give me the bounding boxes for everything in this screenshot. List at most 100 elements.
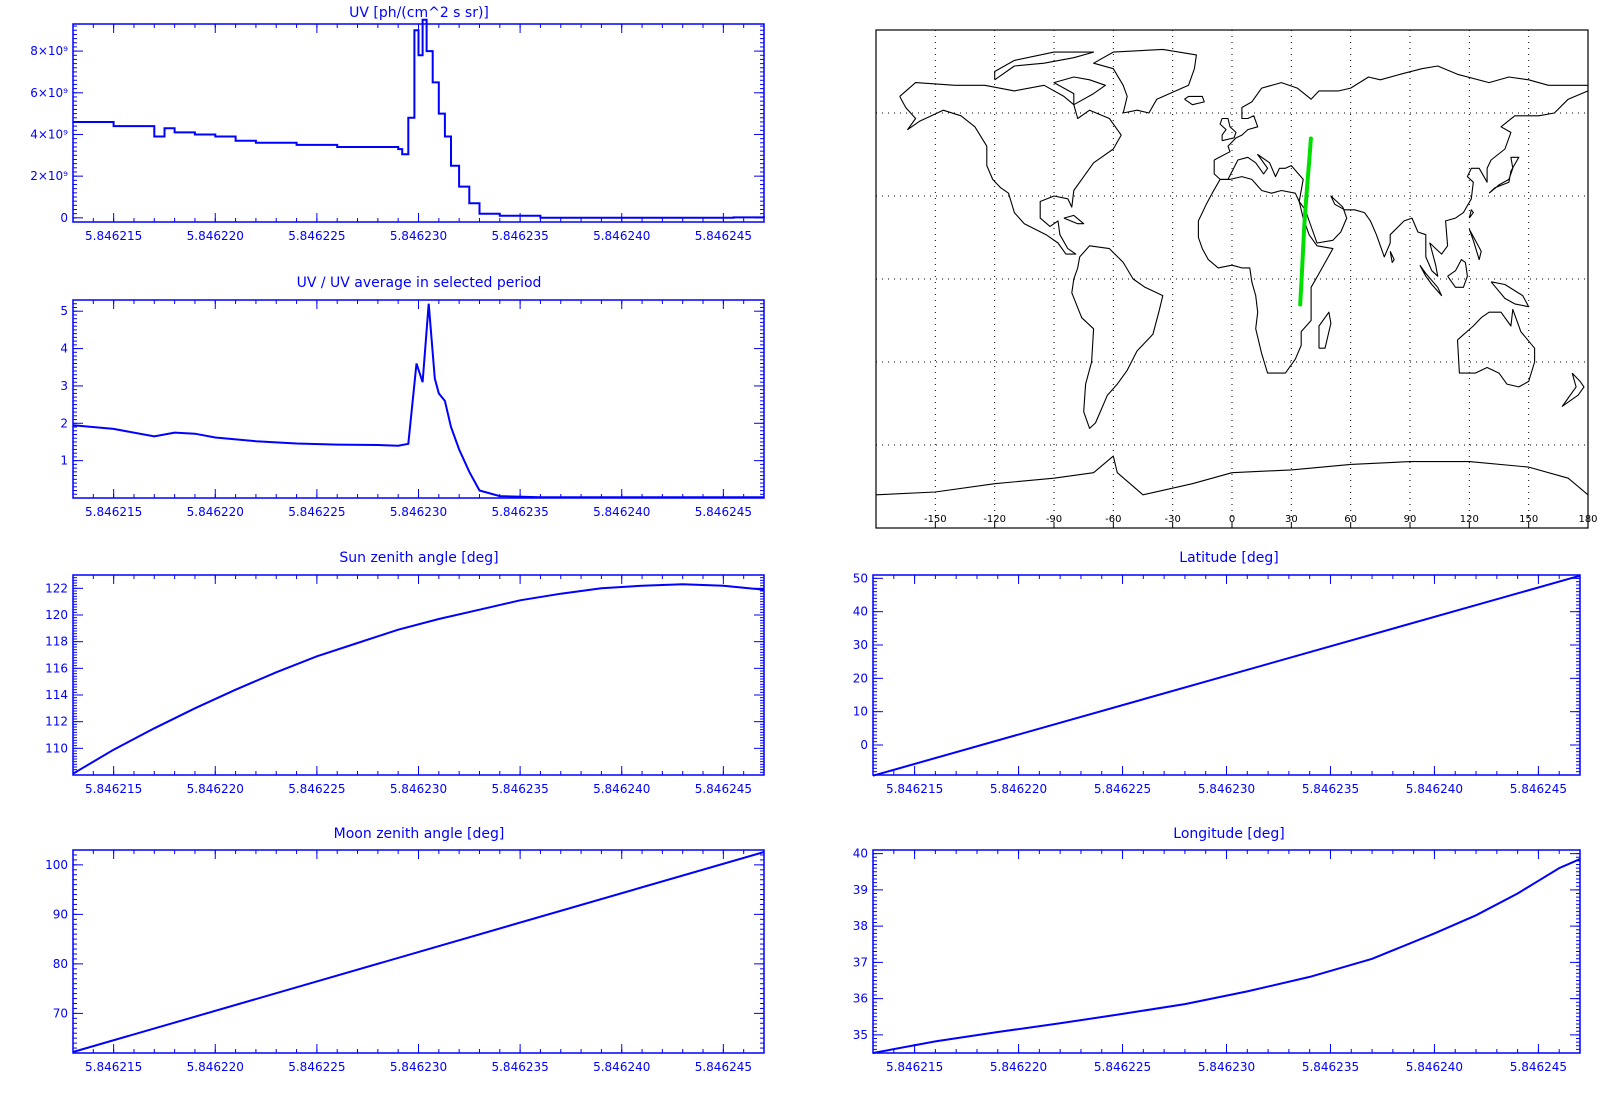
sun-zenith-series-line [72, 583, 765, 775]
longitude-x-tick-label: 5.846240 [1406, 1060, 1463, 1074]
uv-chart-title: UV [ph/(cm^2 s sr)] [349, 5, 489, 21]
moon-zenith-x-tick-label: 5.846240 [593, 1060, 650, 1074]
coastline-north-america [899, 82, 1122, 255]
longitude-x-tick-label: 5.846245 [1510, 1060, 1567, 1074]
uv-ratio-x-tick-label: 5.846235 [491, 505, 548, 519]
coastline-sumatra [1419, 264, 1443, 297]
moon-zenith-y-tick-label: 100 [45, 858, 68, 872]
uv-ratio-x-tick-label: 5.846225 [288, 505, 345, 519]
moon-zenith-x-tick-label: 5.846230 [390, 1060, 447, 1074]
moon-zenith-x-tick-label: 5.846235 [491, 1060, 548, 1074]
moon-zenith-chart-title: Moon zenith angle [deg] [334, 826, 505, 842]
map-lon-tick-label: -120 [983, 514, 1006, 525]
longitude-y-tick-label: 39 [853, 883, 868, 897]
latitude-x-tick-label: 5.846230 [1198, 782, 1255, 796]
uv-x-tick-label: 5.846245 [695, 229, 752, 243]
coastline-baffin [1053, 76, 1106, 106]
coastline-australia [1456, 308, 1536, 388]
moon-zenith-chart: Moon zenith angle [deg] 5.846215 5.846220… [45, 826, 765, 1074]
uv-plot-frame [72, 23, 765, 223]
moon-zenith-series-line [72, 851, 765, 1053]
map-lon-tick-label: -30 [1164, 514, 1180, 525]
moon-zenith-x-tick-label: 5.846215 [85, 1060, 142, 1074]
moon-zenith-plot-frame [72, 849, 765, 1054]
latitude-y-tick-label: 30 [853, 638, 868, 652]
coastline-south-america [1071, 245, 1164, 429]
uv-ratio-y-tick-label: 5 [60, 304, 68, 318]
uv-y-tick-label: 4×10⁹ [30, 127, 68, 141]
coastline-eurasia [1213, 65, 1588, 277]
uv-x-tick-label: 5.846220 [187, 229, 244, 243]
moon-zenith-y-tick-label: 80 [53, 957, 68, 971]
sun-zenith-chart: Sun zenith angle [deg] 5.846215 5.846220 5… [45, 550, 765, 796]
longitude-y-tick-label: 38 [853, 919, 868, 933]
sun-zenith-x-tick-label: 5.846245 [695, 782, 752, 796]
latitude-x-tick-label: 5.846245 [1510, 782, 1567, 796]
longitude-x-tick-label: 5.846230 [1198, 1060, 1255, 1074]
latitude-x-tick-label: 5.846225 [1094, 782, 1151, 796]
latitude-y-tick-label: 40 [853, 605, 868, 619]
coastline-british-isles [1219, 117, 1237, 142]
uv-chart: UV [ph/(cm^2 s sr)] 5.846215 5.846220 5.84… [30, 5, 765, 243]
uv-x-tick-label: 5.846225 [288, 229, 345, 243]
uv-ratio-x-tick-label: 5.846220 [187, 505, 244, 519]
latitude-chart-title: Latitude [deg] [1179, 550, 1278, 566]
sun-zenith-plot-frame [72, 574, 765, 776]
sun-zenith-y-tick-label: 120 [45, 608, 68, 622]
moon-zenith-y-tick-label: 90 [53, 907, 68, 921]
map-lon-tick-label: -60 [1105, 514, 1121, 525]
uv-ratio-chart: UV / UV average in selected period 5.846… [60, 275, 765, 519]
uv-y-tick-label: 6×10⁹ [30, 86, 68, 100]
coastline-philippines [1468, 228, 1482, 261]
world-map: -150 -120 -90 -60 -30 0 30 60 90 120 150 180 [875, 29, 1598, 529]
latitude-y-tick-label: 50 [853, 571, 868, 585]
coastline-taiwan [1468, 209, 1474, 219]
coastline-new-zealand [1561, 372, 1585, 407]
map-lon-tick-label: 60 [1344, 514, 1357, 525]
uv-y-tick-label: 2×10⁹ [30, 169, 68, 183]
map-lon-tick-label: 0 [1229, 514, 1235, 525]
sun-zenith-x-tick-label: 5.846235 [491, 782, 548, 796]
latitude-series-line [872, 574, 1581, 777]
latitude-x-tick-label: 5.846215 [886, 782, 943, 796]
latitude-x-tick-label: 5.846235 [1302, 782, 1359, 796]
coastline-japan [1488, 156, 1520, 194]
uv-x-tick-label: 5.846215 [85, 229, 142, 243]
sun-zenith-y-tick-label: 112 [45, 715, 68, 729]
sun-zenith-x-tick-label: 5.846225 [288, 782, 345, 796]
coastline-sri-lanka [1389, 251, 1395, 263]
uv-ratio-series-line [72, 303, 764, 499]
sun-zenith-x-tick-label: 5.846240 [593, 782, 650, 796]
moon-zenith-y-tick-label: 70 [53, 1006, 68, 1020]
uv-y-tick-label: 8×10⁹ [30, 44, 68, 58]
sun-zenith-x-tick-label: 5.846220 [187, 782, 244, 796]
uv-ratio-x-tick-label: 5.846245 [695, 505, 752, 519]
longitude-y-tick-label: 36 [853, 992, 868, 1006]
longitude-x-tick-label: 5.846225 [1094, 1060, 1151, 1074]
moon-zenith-x-tick-label: 5.846225 [288, 1060, 345, 1074]
longitude-x-tick-label: 5.846235 [1302, 1060, 1359, 1074]
map-lon-tick-label: 30 [1285, 514, 1298, 525]
map-frame [875, 29, 1589, 529]
longitude-plot-frame [872, 849, 1581, 1054]
longitude-y-tick-label: 37 [853, 955, 868, 969]
uv-ratio-y-tick-label: 4 [60, 342, 68, 356]
coastline-madagascar [1318, 311, 1332, 349]
uv-ratio-y-tick-label: 1 [60, 454, 68, 468]
latitude-plot-frame [872, 574, 1581, 776]
uv-ratio-y-tick-label: 3 [60, 379, 68, 393]
latitude-y-tick-label: 20 [853, 671, 868, 685]
uv-x-tick-label: 5.846240 [593, 229, 650, 243]
sun-zenith-y-tick-label: 118 [45, 635, 68, 649]
uv-ratio-chart-title: UV / UV average in selected period [297, 275, 542, 291]
map-lon-tick-label: 150 [1519, 514, 1538, 525]
sun-zenith-x-tick-label: 5.846215 [85, 782, 142, 796]
uv-series-line [73, 18, 765, 219]
latitude-x-tick-label: 5.846220 [990, 782, 1047, 796]
latitude-y-tick-label: 10 [853, 705, 868, 719]
uv-ratio-plot-frame [72, 299, 765, 499]
coastline-iceland [1184, 95, 1205, 106]
longitude-series-line [872, 858, 1581, 1054]
longitude-x-tick-label: 5.846220 [990, 1060, 1047, 1074]
